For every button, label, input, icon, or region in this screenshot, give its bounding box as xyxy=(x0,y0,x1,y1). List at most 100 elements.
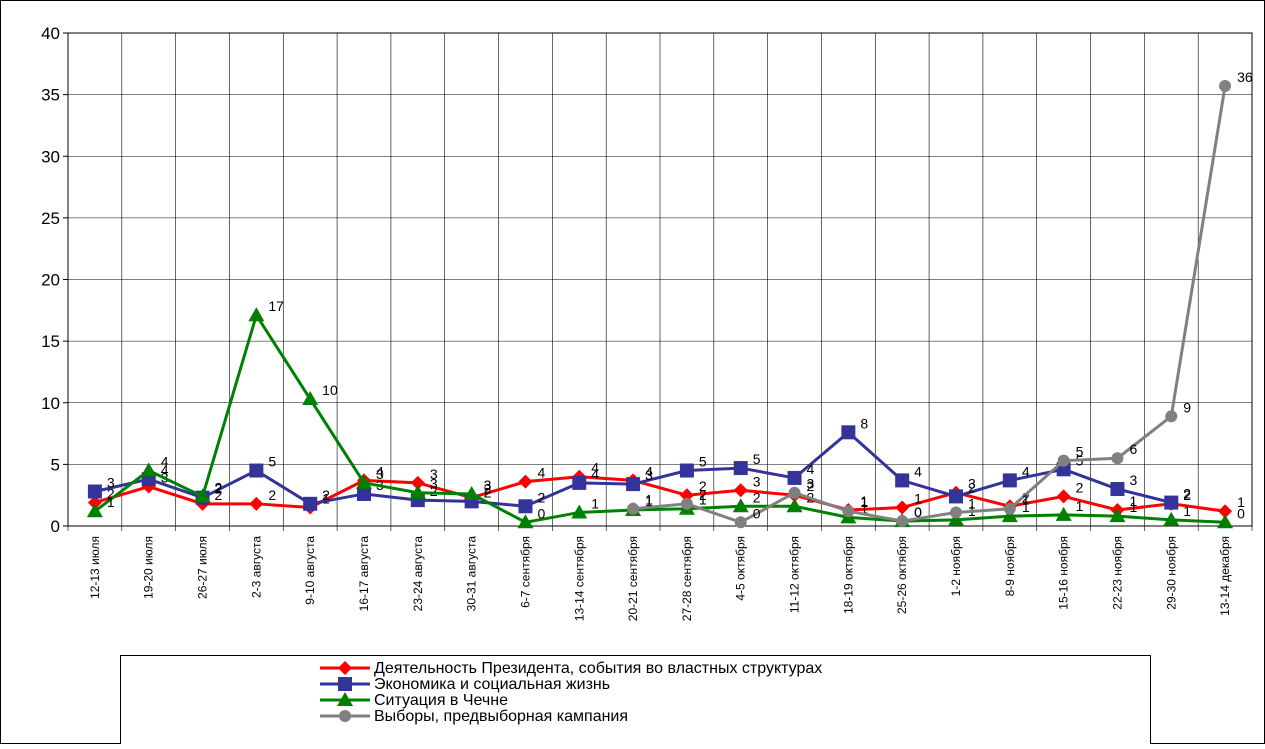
point xyxy=(356,474,372,489)
legend-label: Выборы, предвыборная кампания xyxy=(374,708,628,725)
data-label: 1 xyxy=(322,491,330,507)
data-label: 1 xyxy=(1237,494,1245,510)
data-label: 5 xyxy=(268,454,276,470)
x-tick-label: 16-17 августа xyxy=(357,536,371,612)
data-label: 2 xyxy=(807,478,815,494)
data-label: 2 xyxy=(107,486,115,502)
data-label: 2 xyxy=(699,478,707,494)
point xyxy=(895,473,910,488)
point xyxy=(733,461,748,476)
point xyxy=(1057,454,1070,467)
data-label: 9 xyxy=(1183,399,1191,415)
point xyxy=(140,462,157,477)
data-label: 1 xyxy=(591,495,599,511)
data-label: 1 xyxy=(968,495,976,511)
data-label: 1 xyxy=(1129,493,1137,509)
data-label: 3 xyxy=(484,477,492,493)
point xyxy=(1165,410,1178,423)
y-tick-label: 10 xyxy=(41,394,60,413)
y-tick-label: 20 xyxy=(41,271,60,290)
data-label: 36 xyxy=(1237,69,1253,85)
series-line xyxy=(632,85,1227,524)
x-tick-label: 25-26 октября xyxy=(895,536,909,614)
data-label: 2 xyxy=(1183,486,1191,502)
y-tick-label: 0 xyxy=(51,517,60,536)
point xyxy=(1109,508,1126,523)
data-label: 2 xyxy=(537,489,545,505)
series-line xyxy=(94,311,1226,524)
point xyxy=(1111,452,1124,465)
data-label: 4 xyxy=(537,465,545,481)
point xyxy=(302,391,319,406)
point xyxy=(1001,508,1018,523)
point xyxy=(518,474,533,489)
data-label: 1 xyxy=(1076,498,1084,514)
point xyxy=(571,504,588,519)
data-label: 5 xyxy=(699,454,707,470)
y-tick-label: 25 xyxy=(41,209,60,228)
data-label: 4 xyxy=(807,461,815,477)
data-label: 1 xyxy=(1022,492,1030,508)
point xyxy=(1055,506,1072,521)
legend-label: Экономика и социальная жизнь xyxy=(374,676,610,693)
point xyxy=(517,514,534,529)
point xyxy=(950,506,962,519)
data-label: 3 xyxy=(807,476,815,492)
x-tick-label: 23-24 августа xyxy=(411,536,425,612)
data-label: 1 xyxy=(645,493,653,509)
x-tick-label: 2-3 августа xyxy=(249,536,263,598)
data-label: 2 xyxy=(430,483,438,499)
data-label: 2 xyxy=(215,487,223,503)
data-label: 2 xyxy=(1076,479,1084,495)
data-label: 3 xyxy=(645,467,653,483)
point xyxy=(249,463,264,478)
data-label: 2 xyxy=(215,479,223,495)
point xyxy=(410,475,425,490)
point xyxy=(86,503,103,518)
legend-label: Деятельность Президента, события во влас… xyxy=(374,660,822,677)
x-tick-label: 30-31 августа xyxy=(465,536,479,612)
point xyxy=(1110,482,1125,497)
data-label: 4 xyxy=(645,463,653,479)
point xyxy=(732,498,749,513)
point xyxy=(1003,502,1016,515)
series-line xyxy=(94,475,1226,513)
point xyxy=(194,488,211,503)
x-tick-label: 29-30 ноября xyxy=(1164,536,1178,610)
data-label: 4 xyxy=(591,466,599,482)
point xyxy=(1164,495,1179,510)
point xyxy=(734,516,747,529)
y-tick-label: 30 xyxy=(41,147,60,166)
x-tick-label: 27-28 сентября xyxy=(680,536,694,621)
point xyxy=(1217,514,1234,529)
data-label: 3 xyxy=(968,476,976,492)
data-label: 2 xyxy=(268,487,276,503)
data-label: 3 xyxy=(430,476,438,492)
x-tick-label: 20-21 сентября xyxy=(626,536,640,621)
point xyxy=(949,489,963,504)
data-label: 2 xyxy=(215,481,223,497)
data-label: 0 xyxy=(753,505,761,521)
data-label: 2 xyxy=(484,481,492,497)
point xyxy=(357,486,371,501)
data-label: 2 xyxy=(699,487,707,503)
data-label: 0 xyxy=(914,504,922,520)
data-label: 0 xyxy=(1237,505,1245,521)
point xyxy=(87,484,102,499)
x-tick-label: 18-19 октября xyxy=(841,536,855,614)
x-tick-label: 4-5 октября xyxy=(734,536,748,601)
data-label: 4 xyxy=(591,460,599,476)
point xyxy=(1056,489,1071,504)
data-label: 2 xyxy=(1183,487,1191,503)
point xyxy=(338,677,352,691)
data-label: 2 xyxy=(322,487,330,503)
data-label: 1 xyxy=(1129,499,1137,515)
data-label: 1 xyxy=(699,492,707,508)
point xyxy=(627,502,640,515)
data-label: 3 xyxy=(376,466,384,482)
x-tick-label: 26-27 июля xyxy=(196,536,210,599)
data-label: 4 xyxy=(161,454,169,470)
legend-box xyxy=(120,655,1151,749)
data-label: 1 xyxy=(860,500,868,516)
